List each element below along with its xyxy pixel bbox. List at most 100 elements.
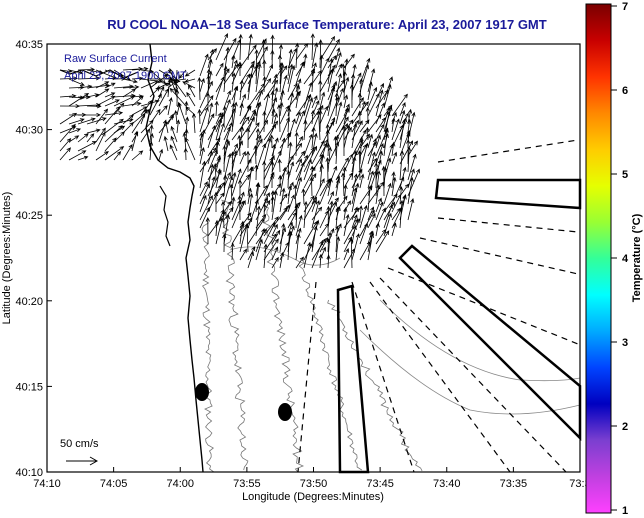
- current-arrow-icon: [199, 95, 214, 117]
- current-arrow-icon: [68, 150, 87, 161]
- depth-contour: [201, 219, 215, 473]
- current-arrow-icon: [351, 72, 362, 93]
- current-arrow-icon: [95, 151, 109, 161]
- current-arrow-icon: [175, 89, 180, 107]
- current-arrow-icon: [319, 54, 324, 85]
- current-arrow-icon: [303, 81, 313, 109]
- sector-dashed-line: [379, 277, 567, 473]
- current-vectors: [59, 33, 420, 269]
- current-arrow-icon: [359, 119, 370, 133]
- current-arrow-icon: [357, 92, 362, 109]
- current-arrow-icon: [279, 62, 285, 93]
- current-arrow-icon: [295, 256, 304, 269]
- current-arrow-icon: [223, 46, 230, 77]
- current-arrow-icon: [406, 139, 411, 165]
- current-arrow-icon: [255, 78, 272, 101]
- current-arrow-icon: [319, 120, 335, 149]
- current-arrow-icon: [367, 81, 373, 101]
- depth-contour: [379, 299, 581, 382]
- x-tick-label: 73:50: [300, 478, 328, 490]
- current-arrow-icon: [140, 108, 148, 125]
- y-tick-label: 40:30: [15, 125, 43, 137]
- current-arrow-icon: [367, 170, 374, 189]
- current-arrow-icon: [104, 92, 116, 98]
- current-arrow-icon: [303, 133, 313, 157]
- current-arrow-icon: [287, 64, 296, 93]
- current-arrow-icon: [343, 247, 350, 261]
- current-arrow-icon: [255, 182, 261, 213]
- current-arrow-icon: [215, 111, 225, 141]
- current-arrow-icon: [263, 63, 273, 85]
- current-arrow-icon: [287, 185, 292, 205]
- current-arrow-icon: [95, 108, 109, 125]
- current-arrow-icon: [325, 157, 330, 181]
- current-arrow-icon: [335, 178, 341, 197]
- current-arrow-icon: [214, 100, 219, 117]
- current-arrow-icon: [131, 95, 144, 107]
- current-arrow-icon: [367, 206, 375, 221]
- current-arrow-icon: [184, 69, 196, 77]
- current-arrow-icon: [271, 223, 278, 237]
- current-arrow-icon: [335, 206, 340, 229]
- current-arrow-icon: [327, 86, 335, 117]
- current-arrow-icon: [335, 47, 341, 61]
- current-arrow-icon: [255, 205, 261, 237]
- current-arrow-icon: [247, 110, 257, 133]
- current-arrow-icon: [222, 233, 227, 253]
- current-arrow-icon: [215, 112, 222, 125]
- current-arrow-icon: [303, 145, 318, 173]
- scale-arrow-icon: [66, 456, 99, 466]
- x-tick-label: 74:10: [33, 478, 61, 490]
- current-arrow-icon: [406, 146, 412, 173]
- current-arrow-icon: [407, 153, 417, 181]
- current-arrow-icon: [215, 76, 225, 101]
- current-arrow-icon: [287, 142, 303, 165]
- current-arrow-icon: [131, 130, 139, 152]
- current-arrow-icon: [383, 127, 389, 157]
- current-arrow-icon: [270, 195, 275, 213]
- current-arrow-icon: [399, 119, 406, 149]
- depth-contour: [298, 259, 363, 471]
- current-arrow-icon: [95, 95, 116, 107]
- current-arrow-icon: [399, 140, 414, 165]
- current-arrow-icon: [407, 111, 416, 141]
- current-arrow-icon: [163, 135, 169, 152]
- current-arrow-icon: [351, 122, 358, 149]
- current-arrow-icon: [343, 213, 350, 237]
- current-arrow-icon: [287, 63, 294, 85]
- current-arrow-icon: [182, 81, 196, 89]
- current-arrow-icon: [213, 191, 219, 212]
- current-arrow-icon: [77, 133, 89, 143]
- current-arrow-icon: [263, 199, 271, 213]
- current-arrow-icon: [77, 76, 101, 81]
- current-arrow-icon: [68, 78, 85, 86]
- current-arrow-icon: [357, 110, 362, 125]
- current-arrow-icon: [254, 49, 259, 77]
- current-arrow-icon: [279, 166, 287, 197]
- current-arrow-icon: [367, 86, 378, 109]
- current-arrow-icon: [215, 62, 224, 77]
- current-arrow-icon: [122, 85, 140, 90]
- current-arrow-icon: [310, 33, 315, 61]
- sector-dashed-line: [351, 281, 415, 473]
- current-arrow-icon: [359, 64, 370, 93]
- current-arrow-icon: [303, 97, 314, 125]
- current-arrow-icon: [231, 168, 242, 197]
- current-arrow-icon: [113, 95, 136, 107]
- current-arrow-icon: [319, 163, 324, 189]
- current-arrow-icon: [270, 49, 275, 69]
- current-arrow-icon: [86, 117, 107, 125]
- current-arrow-icon: [399, 199, 404, 229]
- current-arrow-icon: [184, 137, 196, 161]
- current-arrow-icon: [231, 196, 236, 213]
- current-arrow-icon: [399, 109, 406, 125]
- current-arrow-icon: [199, 181, 208, 197]
- current-arrow-icon: [104, 99, 120, 107]
- current-arrow-icon: [391, 176, 397, 197]
- current-arrow-icon: [279, 102, 284, 117]
- colorbar-ticks: 7 6 5 4 3 2 1: [611, 1, 629, 517]
- current-arrow-icon: [335, 87, 344, 109]
- current-arrow-icon: [311, 126, 316, 149]
- current-arrow-icon: [318, 79, 323, 101]
- current-arrow-icon: [140, 80, 159, 89]
